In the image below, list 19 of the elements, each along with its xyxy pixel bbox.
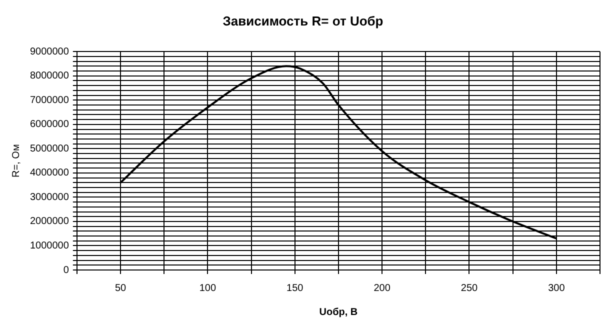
y-tick-label: 0 (63, 264, 70, 276)
y-tick-label: 2000000 (30, 216, 70, 228)
x-tick-label: 100 (199, 282, 216, 294)
y-tick-label: 8000000 (30, 70, 70, 82)
y-tick-label: 7000000 (30, 94, 70, 106)
y-tick-label: 5000000 (30, 143, 70, 154)
y-tick-label: 6000000 (30, 119, 70, 130)
x-tick-label: 200 (374, 282, 391, 294)
x-tick-label: 150 (286, 282, 304, 294)
chart-title: Зависимость R= от Uобр (222, 13, 384, 28)
y-tick-label: 3000000 (30, 192, 70, 203)
x-tick-label: 250 (460, 282, 478, 294)
y-tick-label: 1000000 (30, 240, 70, 252)
x-axis-title: Uобр, В (319, 306, 358, 318)
y-tick-label: 9000000 (30, 46, 70, 58)
y-tick-label: 4000000 (30, 168, 70, 179)
x-tick-label: 50 (114, 282, 127, 294)
x-tick-label: 300 (548, 282, 566, 294)
y-axis-title: R=, Ом (10, 144, 22, 178)
